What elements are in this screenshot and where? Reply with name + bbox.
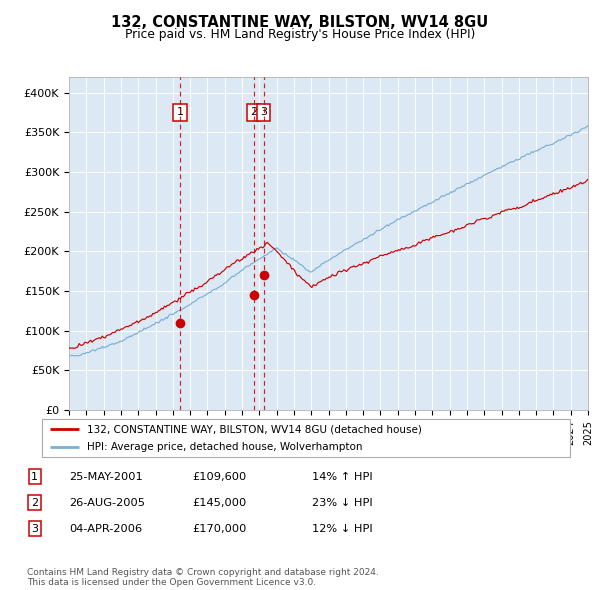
- Text: HPI: Average price, detached house, Wolverhampton: HPI: Average price, detached house, Wolv…: [87, 442, 362, 452]
- Text: Price paid vs. HM Land Registry's House Price Index (HPI): Price paid vs. HM Land Registry's House …: [125, 28, 475, 41]
- Text: 132, CONSTANTINE WAY, BILSTON, WV14 8GU (detached house): 132, CONSTANTINE WAY, BILSTON, WV14 8GU …: [87, 424, 422, 434]
- Text: 04-APR-2006: 04-APR-2006: [69, 524, 142, 533]
- FancyBboxPatch shape: [42, 419, 570, 457]
- Text: £109,600: £109,600: [192, 472, 246, 481]
- Text: 1: 1: [176, 107, 184, 117]
- Text: 12% ↓ HPI: 12% ↓ HPI: [312, 524, 373, 533]
- Text: Contains HM Land Registry data © Crown copyright and database right 2024.
This d: Contains HM Land Registry data © Crown c…: [27, 568, 379, 587]
- Text: £145,000: £145,000: [192, 498, 246, 507]
- Text: 3: 3: [31, 524, 38, 533]
- Text: 14% ↑ HPI: 14% ↑ HPI: [312, 472, 373, 481]
- Text: £170,000: £170,000: [192, 524, 247, 533]
- Text: 26-AUG-2005: 26-AUG-2005: [69, 498, 145, 507]
- Text: 132, CONSTANTINE WAY, BILSTON, WV14 8GU: 132, CONSTANTINE WAY, BILSTON, WV14 8GU: [112, 15, 488, 30]
- Text: 1: 1: [31, 472, 38, 481]
- Text: 2: 2: [250, 107, 257, 117]
- Text: 2: 2: [31, 498, 38, 507]
- Text: 25-MAY-2001: 25-MAY-2001: [69, 472, 143, 481]
- Text: 3: 3: [260, 107, 267, 117]
- Text: 23% ↓ HPI: 23% ↓ HPI: [312, 498, 373, 507]
